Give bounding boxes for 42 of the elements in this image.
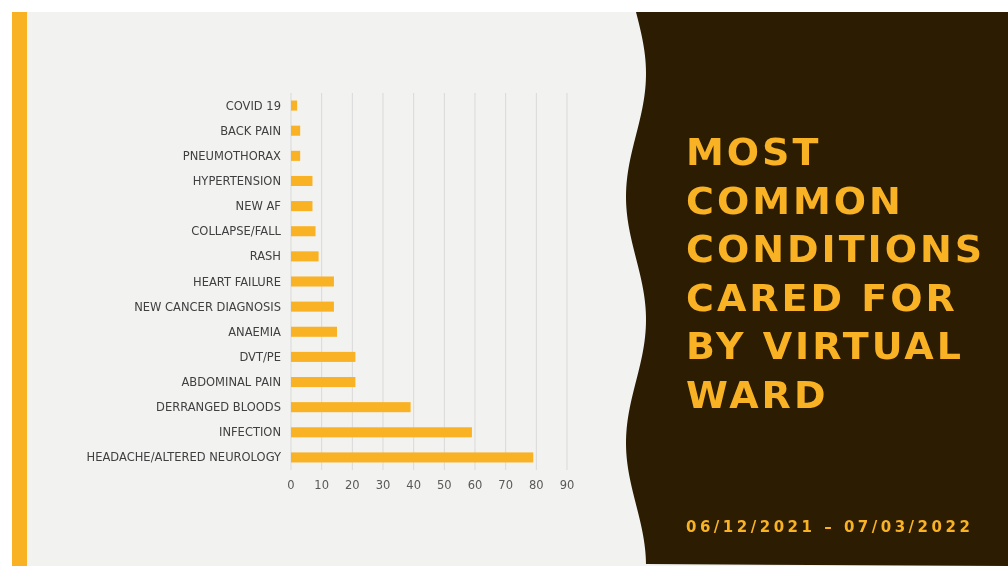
y-tick-label: HEART FAILURE <box>193 274 281 289</box>
y-tick-label: PNEUMOTHORAX <box>182 148 282 163</box>
text: 06/12/2021 – 07/03/2022 <box>686 518 974 536</box>
bar <box>291 326 337 337</box>
bar <box>291 226 316 237</box>
x-tick-label: 90 <box>559 478 575 492</box>
x-tick-label: 0 <box>287 478 295 492</box>
bar <box>291 251 319 262</box>
x-tick-label: 30 <box>375 478 391 492</box>
text: MOST COMMON CONDITIONS CARED FOR BY VIRTUAL WARD <box>686 130 986 417</box>
x-tick-label: 80 <box>529 478 544 492</box>
y-tick-label: HYPERTENSION <box>192 173 281 188</box>
y-tick-label: ANAEMIA <box>228 324 282 339</box>
bar <box>291 276 334 287</box>
bar <box>291 175 313 186</box>
x-tick-label: 50 <box>437 478 452 492</box>
y-tick-label: NEW CANCER DIAGNOSIS <box>134 299 281 314</box>
bar <box>291 402 411 413</box>
y-tick-label: BACK PAIN <box>220 123 281 138</box>
y-tick-label: INFECTION <box>219 425 281 440</box>
bar <box>291 377 356 388</box>
x-tick-label: 40 <box>406 478 421 492</box>
y-tick-label: HEADACHE/ALTERED NEUROLOGY <box>86 450 282 465</box>
x-tick-label: 10 <box>314 478 329 492</box>
y-tick-label: ABDOMINAL PAIN <box>181 375 281 390</box>
bar <box>291 125 301 136</box>
bar <box>291 201 313 212</box>
y-tick-label: COVID 19 <box>225 98 281 113</box>
bar <box>291 351 356 362</box>
bar <box>291 150 301 161</box>
bar <box>291 452 534 463</box>
bar <box>291 301 334 312</box>
y-tick-label: DVT/PE <box>239 349 281 364</box>
x-tick-label: 70 <box>498 478 513 492</box>
y-tick-label: RASH <box>249 249 281 264</box>
y-tick-label: COLLAPSE/FALL <box>191 224 282 239</box>
y-tick-label: DERRANGED BLOODS <box>156 400 281 415</box>
bar <box>291 100 298 111</box>
x-tick-label: 60 <box>467 478 483 492</box>
y-tick-label: NEW AF <box>235 199 281 214</box>
x-tick-label: 20 <box>345 478 360 492</box>
bar <box>291 427 472 438</box>
